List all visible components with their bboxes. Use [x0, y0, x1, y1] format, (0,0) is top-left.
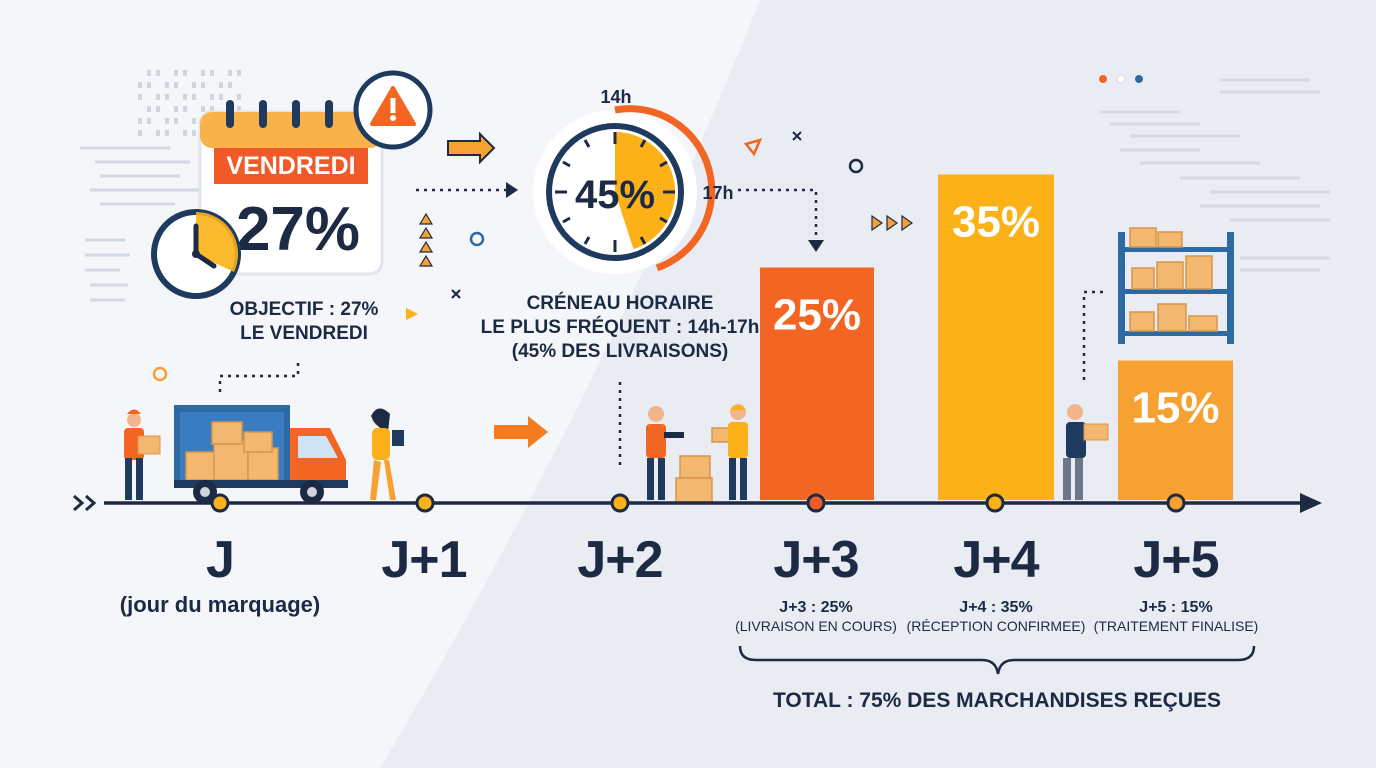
- gauge-start-label: 14h: [600, 87, 631, 107]
- gauge-tick: [583, 139, 591, 148]
- gauge-tick: [562, 216, 571, 224]
- decor-ring: [469, 231, 485, 247]
- time-gauge: [533, 105, 716, 274]
- bar-chart: 25% 35% 15%: [760, 174, 1233, 500]
- slot-line-2: LE PLUS FRÉQUENT : 14h-17h: [480, 317, 760, 338]
- gauge-tick: [562, 160, 571, 168]
- bar-j5: [1118, 360, 1233, 500]
- day-detail-j3-line-2: (LIVRAISON EN COURS): [735, 618, 897, 634]
- day-detail-j3: J+3 : 25% (LIVRAISON EN COURS): [726, 598, 906, 636]
- worker-with-package-icon: [1063, 404, 1109, 500]
- timeline-node: [1166, 493, 1186, 513]
- objective-line-1: OBJECTIF : 27%: [229, 299, 379, 320]
- background-shape: [380, 0, 1376, 768]
- day-label-j4: J+4: [953, 531, 1039, 589]
- calendar-value: 27%: [236, 195, 360, 264]
- gauge-tick: [639, 236, 647, 245]
- workers-scanning-boxes-icon: [646, 404, 748, 503]
- decor-triangle: [406, 308, 418, 320]
- bar-value-label: 15%: [1131, 384, 1219, 433]
- timeline-axis: [73, 493, 1322, 513]
- slot-line-3: (45% DES LIVRAISONS): [511, 341, 729, 362]
- decor-ring: [848, 158, 864, 174]
- timeline-node: [985, 493, 1005, 513]
- gauge-value: 45%: [575, 173, 655, 217]
- day-label-j5: J+5: [1133, 531, 1219, 589]
- objective-label: OBJECTIF : 27% LE VENDREDI: [224, 298, 384, 346]
- day-detail-j4: J+4 : 35% (RÉCEPTION CONFIRMEE): [906, 598, 1086, 636]
- gauge-tick: [659, 216, 668, 224]
- bar-j3: [760, 267, 874, 500]
- worker-carrying-box-icon: [124, 409, 161, 500]
- day-label-j3: J+3: [773, 531, 859, 589]
- timeline-node: [415, 493, 435, 513]
- calendar-day-label: VENDREDI: [226, 152, 355, 180]
- window-dots: [1099, 74, 1143, 84]
- warehouse-shelf-icon: [1118, 227, 1234, 344]
- connector-arrowhead: [808, 240, 824, 252]
- decor-triangle: [743, 138, 763, 157]
- arrow-right-icon: [447, 131, 496, 165]
- slot-label: CRÉNEAU HORAIRE LE PLUS FRÉQUENT : 14h-1…: [470, 292, 770, 364]
- decor-lines-right: [1100, 78, 1330, 272]
- decor-cross: [451, 131, 802, 299]
- day-detail-j5-line-2: (TRAITEMENT FINALISE): [1093, 618, 1259, 634]
- woman-with-clipboard-icon: [370, 408, 404, 500]
- connector-arrowhead: [506, 182, 518, 198]
- day-label-j2: J+2: [577, 531, 663, 589]
- arrow-right-icon: [494, 416, 548, 448]
- triangle-stack-icon: [418, 212, 434, 267]
- decor-lines-left: [80, 146, 200, 302]
- decor-ring: [152, 366, 168, 382]
- clock-icon: [151, 209, 241, 299]
- delivery-truck-icon: [174, 405, 348, 504]
- triple-arrow-icon: [871, 214, 914, 232]
- gauge-tick: [639, 139, 647, 148]
- bar-value-label: 25%: [773, 291, 861, 340]
- timeline-node: [210, 493, 230, 513]
- day-detail-j3-line-1: J+3 : 25%: [779, 599, 853, 616]
- day-sub-j: (jour du marquage): [119, 592, 321, 617]
- day-detail-j4-line-2: (RÉCEPTION CONFIRMEE): [906, 618, 1086, 634]
- day-detail-j5: J+5 : 15% (TRAITEMENT FINALISE): [1086, 598, 1266, 636]
- total-label: TOTAL : 75% DES MARCHANDISES REÇUES: [772, 689, 1222, 712]
- gauge-end-label: 17h: [702, 183, 733, 203]
- bar-j4: [938, 174, 1054, 500]
- timeline-node: [610, 493, 630, 513]
- connector-dotted: [1082, 290, 1106, 380]
- day-label-j1: J+1: [381, 531, 467, 589]
- day-detail-j4-line-1: J+4 : 35%: [959, 599, 1033, 616]
- total-bracket: [738, 645, 1256, 675]
- day-detail-j5-line-1: J+5 : 15%: [1139, 599, 1213, 616]
- alert-icon: [353, 70, 433, 150]
- connector-dotted: [738, 188, 818, 242]
- objective-line-2: LE VENDREDI: [240, 323, 368, 344]
- connector-objective: [218, 360, 300, 392]
- day-label-j: J: [206, 531, 235, 589]
- gauge-tick: [583, 236, 591, 245]
- gauge-tick: [659, 160, 668, 168]
- timeline-node: [806, 493, 826, 513]
- bar-value-label: 35%: [952, 198, 1040, 247]
- timeline-nodes: [210, 493, 1186, 513]
- slot-line-1: CRÉNEAU HORAIRE: [526, 293, 714, 314]
- calendar-icon: [198, 100, 384, 276]
